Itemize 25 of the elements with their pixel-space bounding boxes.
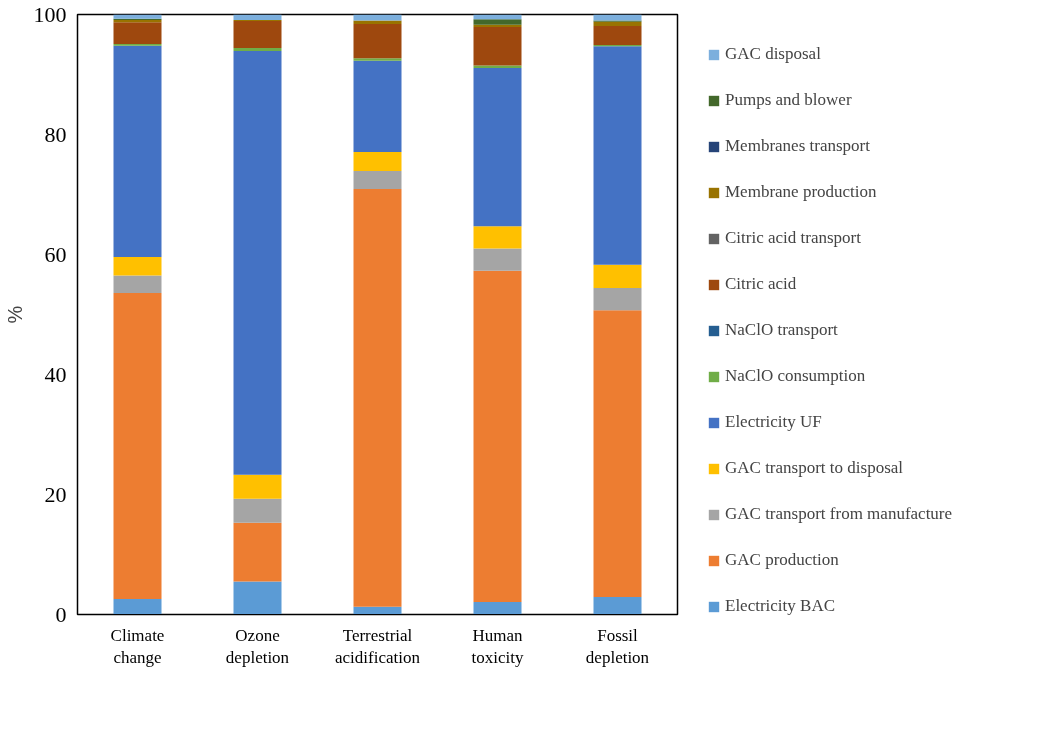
legend-label: Citric acid transport <box>725 228 861 248</box>
legend-label: GAC disposal <box>725 44 821 64</box>
y-tick-label: 20 <box>44 481 67 507</box>
legend-label: NaClO consumption <box>725 366 866 386</box>
legend-label: Pumps and blower <box>725 90 852 110</box>
x-tick-label: Human toxicity <box>471 625 524 668</box>
legend-label: Electricity UF <box>725 412 822 432</box>
legend-label: GAC transport to disposal <box>725 458 904 478</box>
legend-label: Citric acid <box>725 274 797 294</box>
x-tick-label: Fossil depletion <box>585 625 650 668</box>
legend-label: Membranes transport <box>725 136 870 156</box>
y-tick-label: 60 <box>44 241 67 267</box>
legend-label: NaClO transport <box>725 320 838 340</box>
x-tick-label: Climate change <box>110 625 165 668</box>
y-tick-label: 80 <box>44 121 67 147</box>
legend-label: Membrane production <box>725 182 877 202</box>
y-axis-title: % <box>3 305 26 324</box>
legend-label: GAC production <box>725 550 839 570</box>
y-tick-label: 100 <box>33 1 67 27</box>
legend-label: GAC transport from manufacture <box>725 504 953 524</box>
x-tick-label: Terrestrial acidification <box>335 625 421 668</box>
y-tick-label: 0 <box>55 601 67 627</box>
x-tick-label: Ozone depletion <box>225 625 290 668</box>
legend-label: Electricity BAC <box>725 596 836 616</box>
y-tick-label: 40 <box>44 361 67 387</box>
